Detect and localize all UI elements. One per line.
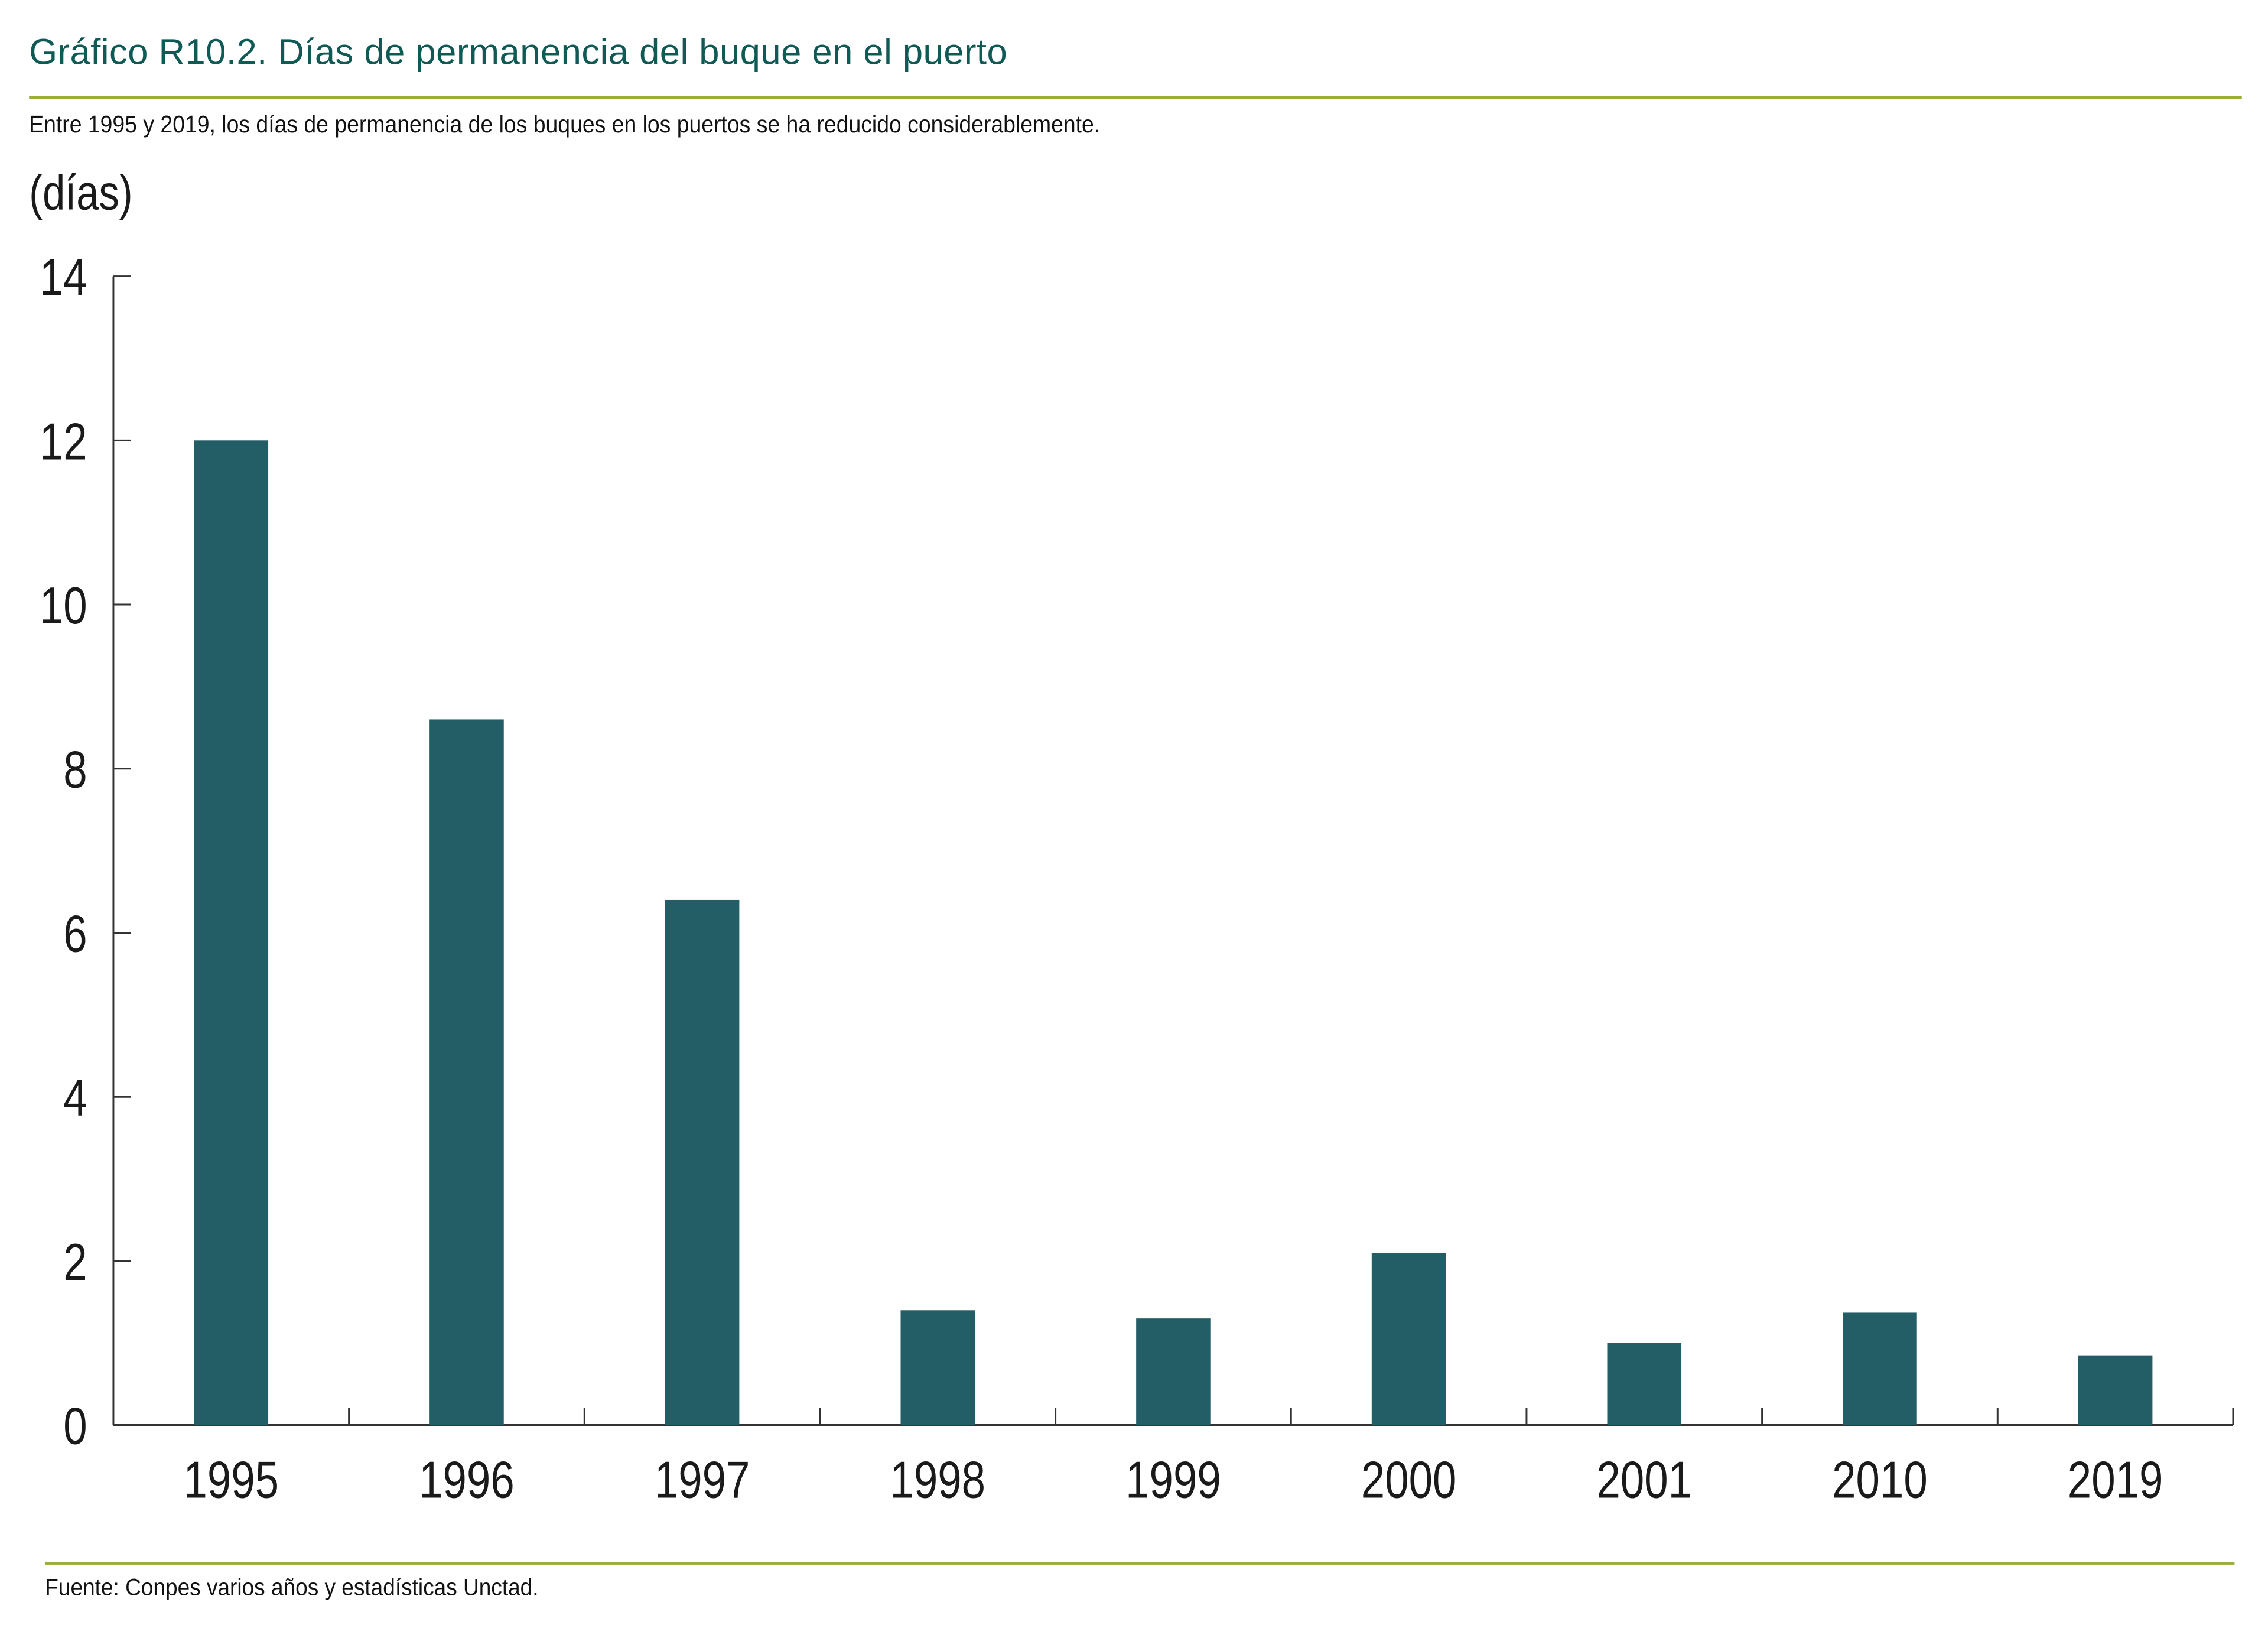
x-tick-label: 2019	[2068, 1451, 2163, 1509]
bars	[194, 440, 2153, 1425]
source-note: Fuente: Conpes varios años y estadística…	[45, 1576, 539, 1601]
chart-title: Gráfico R10.2. Días de permanencia del b…	[29, 32, 1008, 73]
y-tick-labels: 0 2 4 6 8 10 12 14	[40, 249, 87, 1456]
x-tick-labels: 1995 1996 1997 1998 1999 2000 2001 2010 2019	[183, 1451, 2163, 1509]
bar-1997	[665, 899, 740, 1425]
x-tick-label: 1996	[419, 1451, 515, 1509]
footer-divider	[45, 1562, 2235, 1565]
y-tick-label: 14	[40, 249, 87, 307]
bar-1995	[194, 440, 269, 1425]
title-divider	[29, 96, 2242, 99]
x-tick-label: 1998	[890, 1451, 985, 1509]
y-axis-unit-label: (días)	[29, 165, 133, 222]
y-tick-label: 2	[63, 1233, 87, 1291]
y-tick-label: 10	[40, 577, 87, 635]
bar-2000	[1371, 1253, 1446, 1425]
bar-2019	[2078, 1355, 2153, 1425]
chart-subtitle: Entre 1995 y 2019, los días de permanenc…	[29, 112, 1101, 138]
y-tick-label: 8	[63, 741, 87, 799]
x-tick-label: 2000	[1361, 1451, 1457, 1509]
y-tick-label: 12	[40, 413, 87, 471]
y-tick-label: 0	[63, 1398, 87, 1455]
x-tick-label: 2001	[1596, 1451, 1692, 1509]
x-tick-label: 1997	[655, 1451, 750, 1509]
y-tick-label: 4	[63, 1069, 87, 1127]
bar-2010	[1843, 1312, 1917, 1425]
x-tick-label: 1999	[1125, 1451, 1221, 1509]
bar-2001	[1607, 1343, 1682, 1425]
y-tick-label: 6	[63, 905, 87, 963]
x-tick-label: 2010	[1832, 1451, 1928, 1509]
x-tick-label: 1995	[183, 1451, 279, 1509]
bar-1996	[429, 719, 504, 1425]
bar-1999	[1136, 1318, 1211, 1425]
bar-1998	[900, 1310, 975, 1425]
